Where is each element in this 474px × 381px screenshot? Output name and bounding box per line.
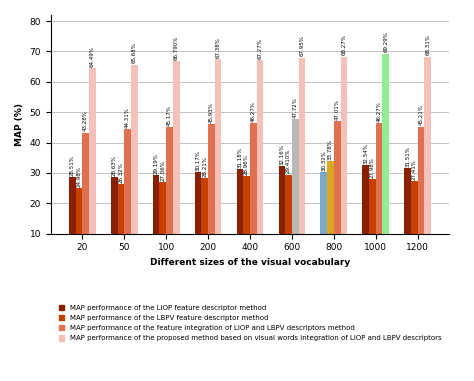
Text: 68.31%: 68.31% — [425, 34, 430, 55]
Text: 24.98%: 24.98% — [76, 166, 82, 187]
Text: 28.21%: 28.21% — [202, 156, 207, 177]
Text: 29.410%: 29.410% — [286, 149, 291, 173]
Text: 27.41%: 27.41% — [412, 158, 417, 179]
Bar — [250, 123, 257, 264]
Text: 65.68%: 65.68% — [132, 42, 137, 63]
Bar — [320, 172, 327, 264]
Text: 33.78%: 33.78% — [328, 139, 333, 160]
Bar — [111, 177, 118, 264]
Bar — [89, 68, 96, 264]
Bar — [166, 127, 173, 264]
Bar — [75, 188, 82, 264]
Text: 27.06%: 27.06% — [160, 160, 165, 181]
Bar — [82, 133, 89, 264]
Bar — [279, 166, 285, 264]
Text: 30.32%: 30.32% — [321, 150, 326, 171]
Text: 28.63%: 28.63% — [112, 155, 117, 176]
Text: 30.17%: 30.17% — [195, 150, 201, 171]
Legend: MAP performance of the LIOP feature descriptor method, MAP performance of the LB: MAP performance of the LIOP feature desc… — [56, 303, 444, 344]
X-axis label: Different sizes of the visual vocabulary: Different sizes of the visual vocabulary — [150, 258, 350, 267]
Bar — [418, 127, 424, 264]
Text: 45.21%: 45.21% — [419, 105, 424, 125]
Text: 67.95%: 67.95% — [300, 35, 304, 56]
Bar — [153, 175, 159, 264]
Bar — [411, 181, 418, 264]
Bar — [257, 60, 264, 264]
Bar — [376, 123, 383, 264]
Bar — [237, 169, 243, 264]
Bar — [195, 172, 201, 264]
Bar — [299, 58, 305, 264]
Text: 45.93%: 45.93% — [209, 102, 214, 123]
Text: 69.29%: 69.29% — [383, 32, 388, 52]
Text: 32.54%: 32.54% — [363, 143, 368, 164]
Bar — [327, 162, 334, 264]
Bar — [404, 168, 411, 264]
Bar — [292, 119, 299, 264]
Bar — [124, 130, 131, 264]
Bar — [131, 64, 137, 264]
Bar — [159, 182, 166, 264]
Text: 28.96%: 28.96% — [244, 154, 249, 175]
Text: 66.790%: 66.790% — [173, 35, 179, 60]
Text: 46.27%: 46.27% — [377, 101, 382, 122]
Text: 44.31%: 44.31% — [125, 107, 130, 128]
Bar — [369, 179, 376, 264]
Text: 31.51%: 31.51% — [405, 146, 410, 167]
Bar — [173, 61, 180, 264]
Bar — [285, 174, 292, 264]
Bar — [118, 184, 124, 264]
Bar — [243, 176, 250, 264]
Text: 31.18%: 31.18% — [237, 147, 242, 168]
Bar — [424, 56, 431, 264]
Bar — [383, 54, 389, 264]
Text: 68.27%: 68.27% — [341, 35, 346, 56]
Text: 43.28%: 43.28% — [83, 110, 88, 131]
Y-axis label: MAP (%): MAP (%) — [15, 103, 24, 146]
Text: 45.17%: 45.17% — [167, 105, 172, 126]
Bar — [208, 125, 215, 264]
Bar — [215, 59, 221, 264]
Text: 29.19%: 29.19% — [154, 153, 159, 174]
Text: 27.98%: 27.98% — [370, 157, 375, 178]
Text: 64.49%: 64.49% — [90, 46, 95, 67]
Text: 47.72%: 47.72% — [293, 97, 298, 118]
Text: 26.32%: 26.32% — [118, 162, 123, 183]
Text: 47.01%: 47.01% — [335, 99, 340, 120]
Text: 46.27%: 46.27% — [251, 101, 256, 122]
Text: 67.27%: 67.27% — [257, 38, 263, 59]
Text: 32.16%: 32.16% — [279, 144, 284, 165]
Bar — [340, 57, 347, 264]
Bar — [69, 178, 75, 264]
Bar — [201, 178, 208, 264]
Text: 28.51%: 28.51% — [70, 155, 75, 176]
Bar — [334, 121, 340, 264]
Bar — [362, 165, 369, 264]
Text: 67.38%: 67.38% — [216, 37, 220, 58]
